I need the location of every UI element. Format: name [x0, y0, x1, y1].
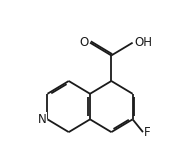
Text: O: O: [79, 36, 88, 49]
Text: N: N: [38, 113, 46, 126]
Text: F: F: [144, 126, 151, 139]
Text: OH: OH: [135, 36, 153, 49]
